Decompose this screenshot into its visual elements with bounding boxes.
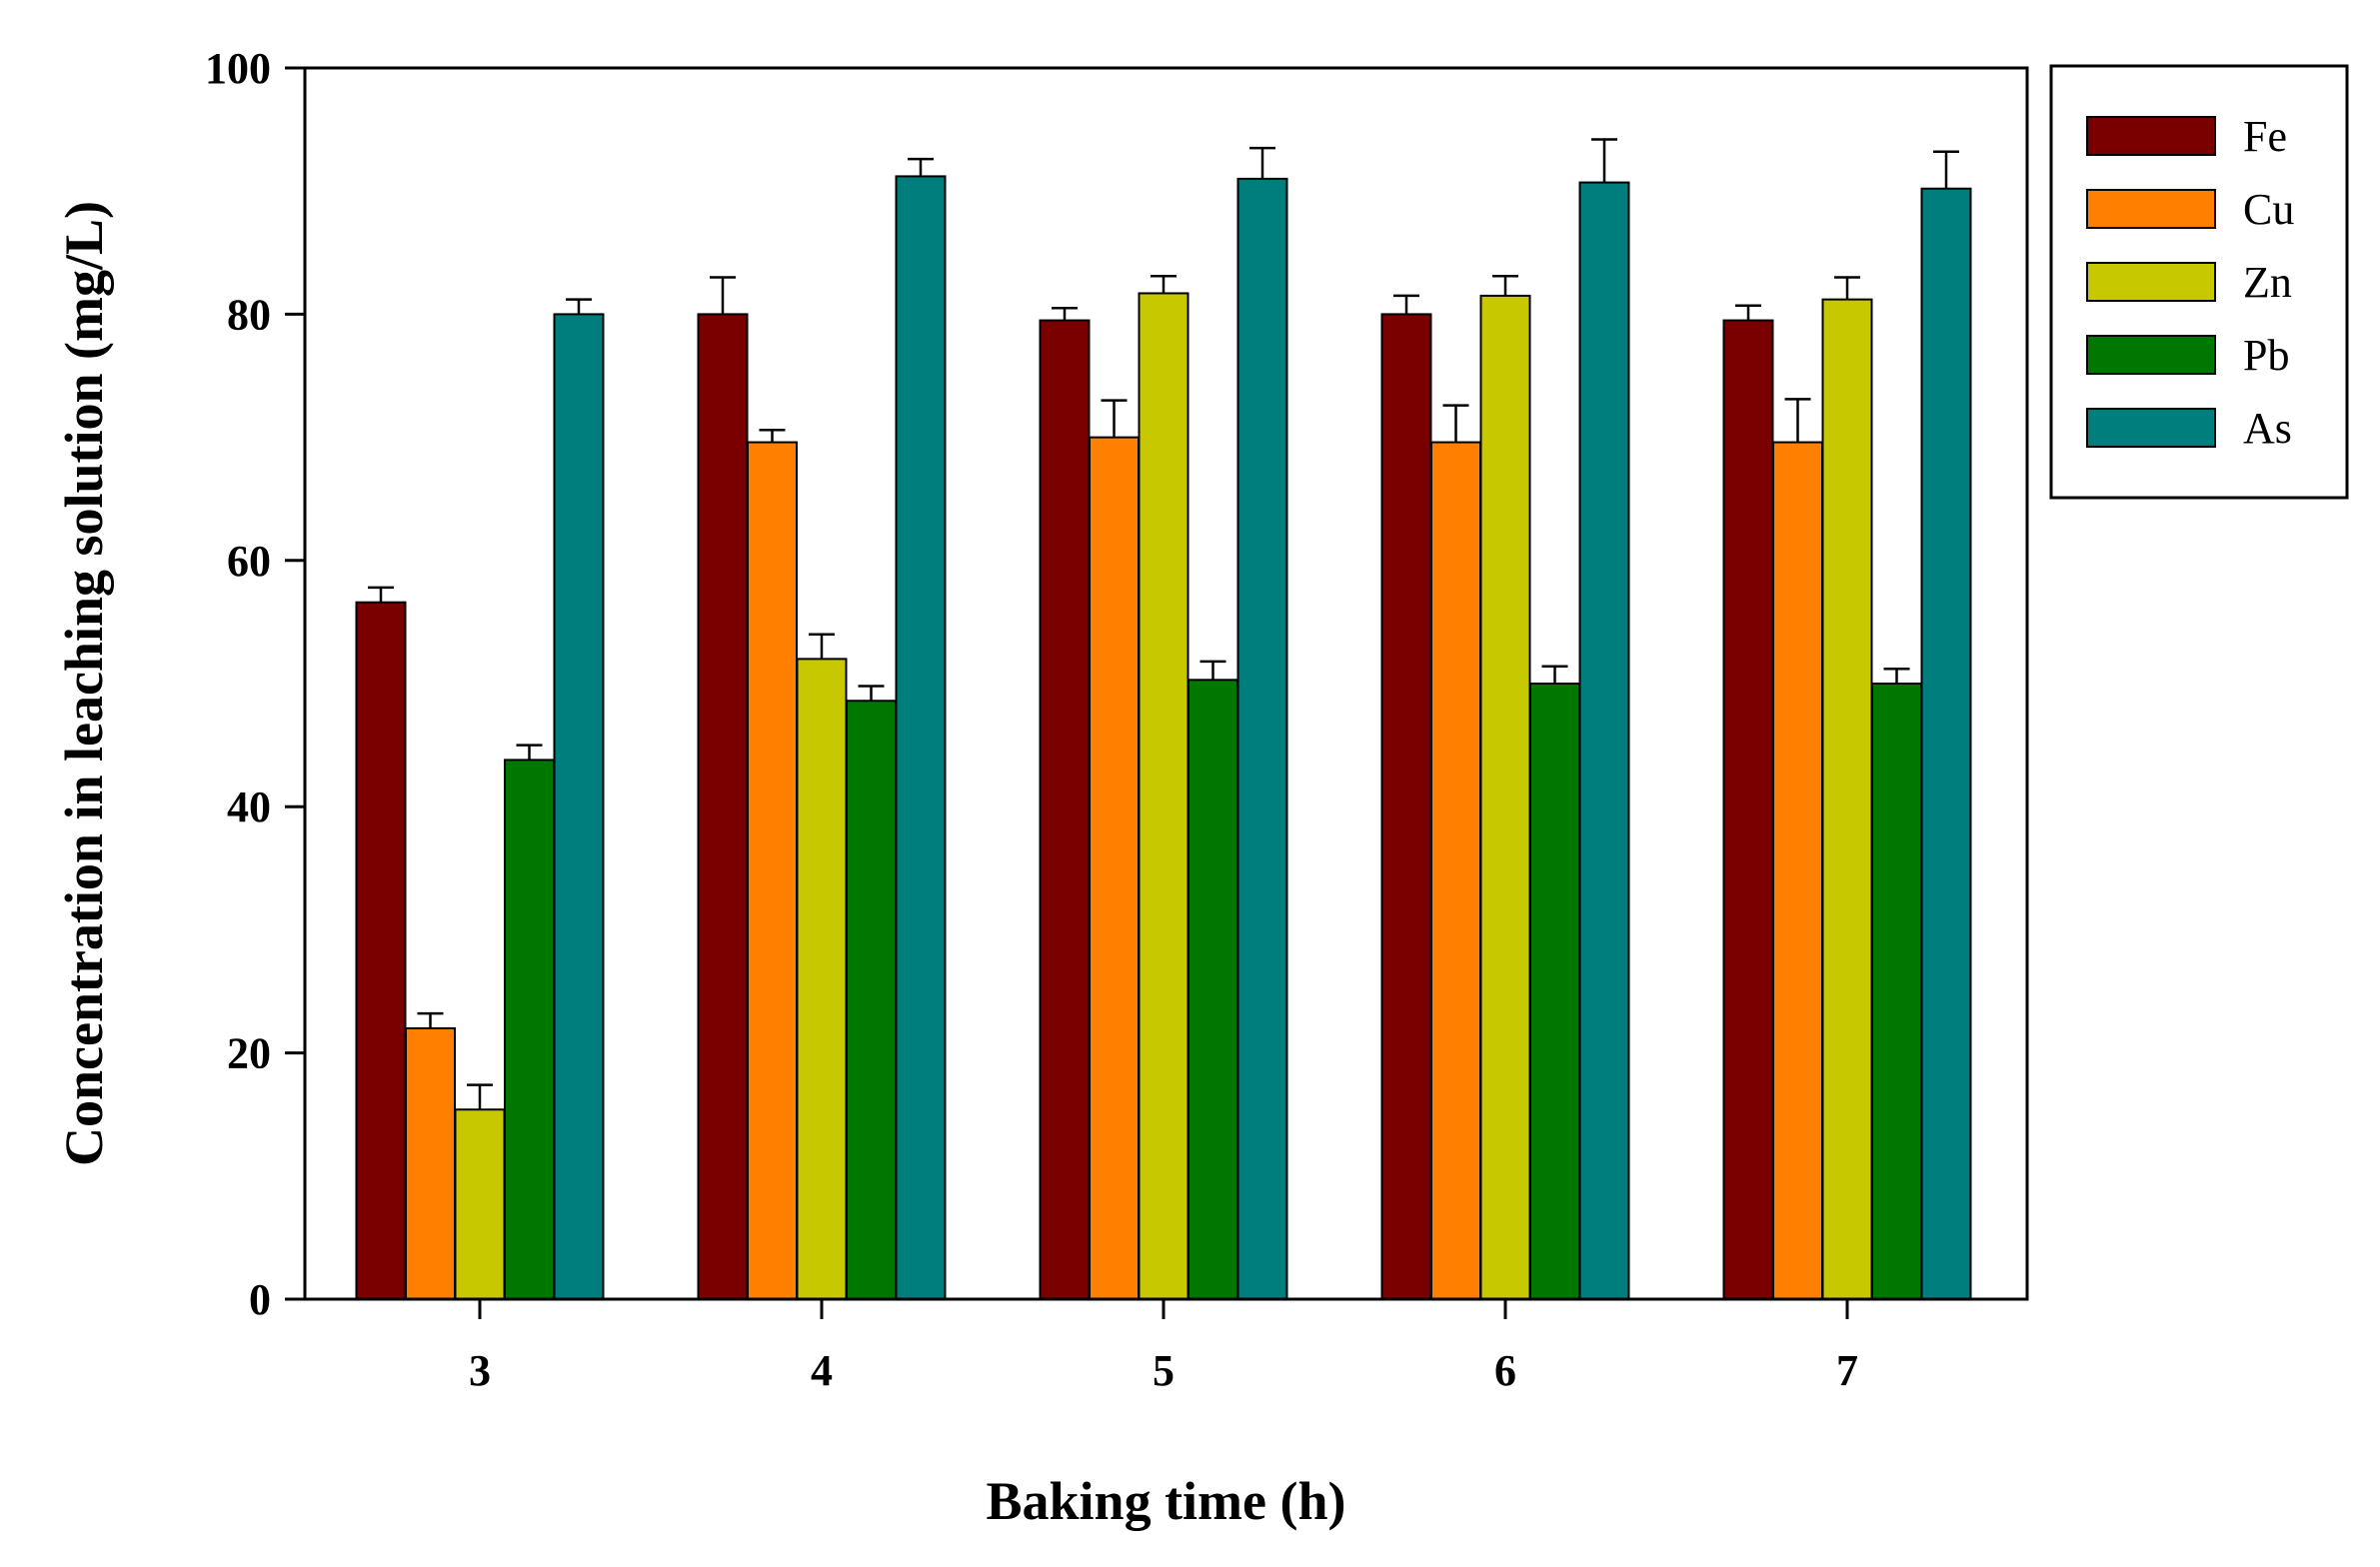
y-axis: 0 20 40 60 80 100	[205, 44, 305, 1324]
bar-pb-5	[1188, 679, 1238, 1300]
x-tick-label-3: 3	[469, 1346, 491, 1395]
legend-swatch-as	[2086, 408, 2216, 448]
legend-swatch-cu	[2086, 189, 2216, 229]
bar-as-5	[1236, 177, 1288, 1300]
x-tick-label-6: 6	[1494, 1346, 1516, 1395]
y-tick-label-100: 100	[205, 44, 271, 93]
bar-pb-7	[1871, 683, 1922, 1300]
legend: Fe Cu Zn Pb As	[2049, 64, 2349, 500]
y-axis-title: Concentration in leaching solution (mg/L…	[54, 201, 114, 1166]
y-tick-label-20: 20	[227, 1029, 271, 1078]
x-tick-label-4: 4	[811, 1346, 833, 1395]
legend-label-pb: Pb	[2243, 331, 2289, 380]
bar-pb-6	[1529, 683, 1580, 1300]
x-tick-label-5: 5	[1153, 1346, 1175, 1395]
bar-fe-4	[697, 313, 749, 1300]
bar-cu-7	[1772, 441, 1823, 1300]
bar-fe-5	[1039, 319, 1091, 1300]
bar-cu-4	[747, 441, 798, 1300]
bar-fe-3	[355, 601, 407, 1300]
y-tick-label-60: 60	[227, 537, 271, 586]
bar-as-7	[1920, 187, 1972, 1301]
legend-label-cu: Cu	[2243, 185, 2294, 234]
bar-cu-6	[1430, 441, 1481, 1300]
x-tick-label-7: 7	[1836, 1346, 1858, 1395]
legend-label-zn: Zn	[2243, 258, 2292, 307]
bar-as-3	[553, 313, 605, 1300]
bar-cu-3	[405, 1026, 456, 1300]
bar-fe-7	[1722, 319, 1774, 1300]
y-tick-label-80: 80	[227, 290, 271, 339]
bar-zn-6	[1479, 294, 1531, 1301]
legend-swatch-fe	[2086, 116, 2216, 156]
x-axis-title: Baking time (h)	[986, 1471, 1345, 1531]
bar-zn-7	[1821, 298, 1873, 1300]
error-bars-layer	[368, 138, 1959, 1110]
x-axis: 3 4 5 6 7	[469, 1299, 1858, 1395]
bar-cu-5	[1089, 436, 1140, 1301]
bar-pb-4	[846, 700, 897, 1300]
bar-zn-5	[1138, 292, 1190, 1300]
plot-frame	[303, 66, 2029, 1301]
bar-zn-4	[796, 658, 848, 1300]
legend-swatch-pb	[2086, 335, 2216, 375]
legend-label-as: As	[2243, 404, 2292, 453]
bar-zn-3	[454, 1108, 506, 1300]
bar-fe-6	[1380, 313, 1432, 1300]
legend-label-fe: Fe	[2243, 112, 2287, 161]
bar-as-4	[895, 175, 947, 1300]
y-tick-label-40: 40	[227, 783, 271, 831]
bar-pb-3	[504, 759, 555, 1300]
legend-swatch-zn	[2086, 262, 2216, 302]
bar-as-6	[1578, 181, 1630, 1300]
bars-layer	[355, 175, 1972, 1301]
y-tick-label-0: 0	[249, 1275, 271, 1324]
